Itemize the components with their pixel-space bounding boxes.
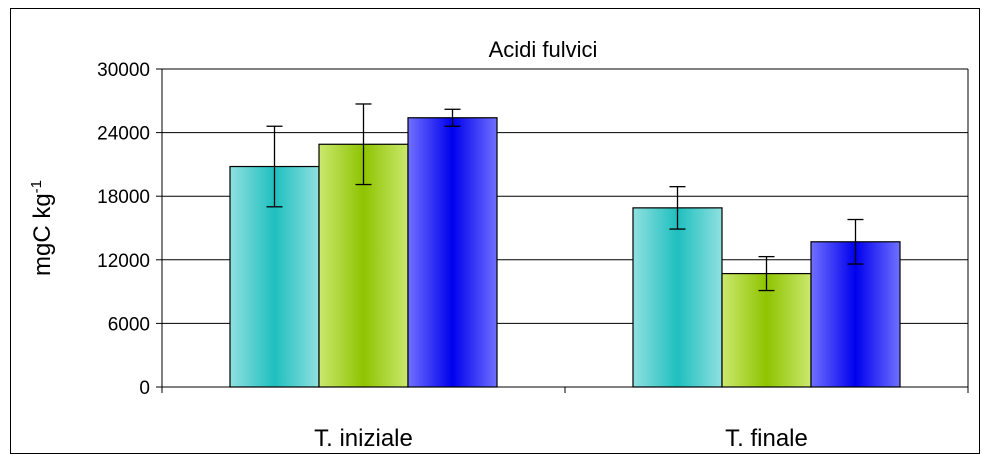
y-axis-label-exponent: -1 <box>28 180 45 193</box>
y-axis-label: mgC kg-1 <box>28 180 56 276</box>
y-tick-label: 30000 <box>97 60 150 81</box>
error-bars <box>266 103 864 292</box>
bars <box>229 117 901 388</box>
chart-title: Acidi fulvici <box>489 37 598 62</box>
y-axis-label-main: mgC kg <box>29 193 56 276</box>
axes <box>156 68 969 393</box>
y-tick-label: 6000 <box>108 314 150 335</box>
x-category-label: T. iniziale <box>314 425 413 452</box>
y-tick-label: 12000 <box>97 251 150 272</box>
y-tick-label: 18000 <box>97 187 150 208</box>
y-tick-labels: 0 6000 12000 18000 24000 30000 <box>97 60 150 399</box>
y-tick-label: 24000 <box>97 124 150 145</box>
x-category-label: T. finale <box>725 425 808 452</box>
bar-iniziale-s3 <box>407 117 498 388</box>
x-category-labels: T. iniziale T. finale <box>314 425 808 452</box>
bar-finale-s1 <box>632 207 723 388</box>
y-tick-label: 0 <box>139 378 150 399</box>
